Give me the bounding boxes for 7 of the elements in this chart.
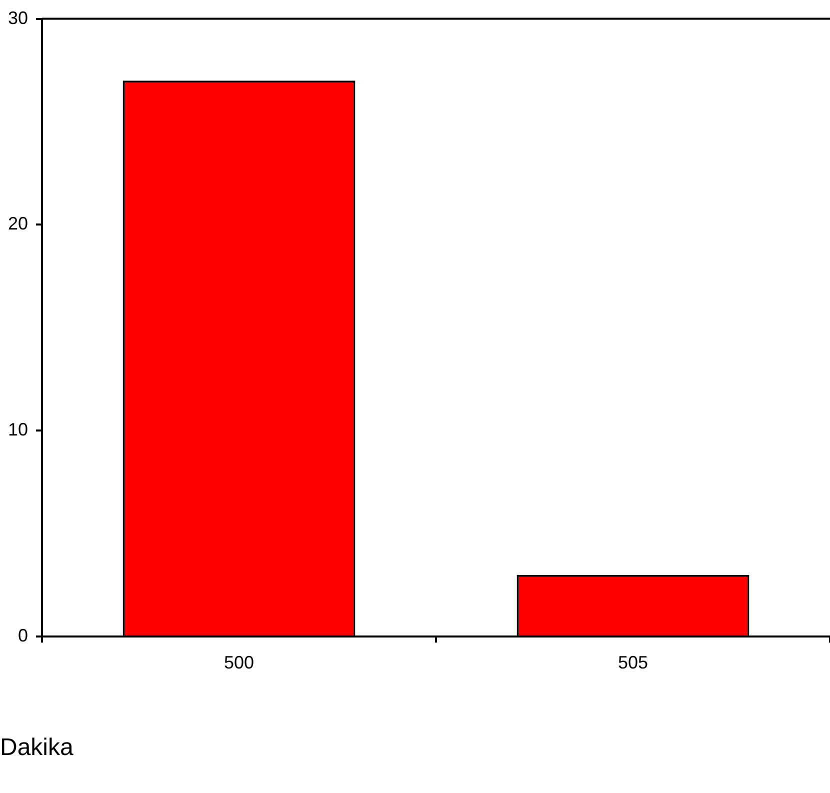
x-tick-label: 505: [618, 652, 648, 672]
y-tick-label: 30: [8, 8, 28, 28]
y-tick-label: 20: [8, 214, 28, 234]
x-tick-label: 500: [224, 652, 254, 672]
x-axis-title: Dakika: [0, 734, 74, 762]
y-tick-label: 0: [18, 626, 28, 646]
y-tick-label: 10: [8, 420, 28, 440]
